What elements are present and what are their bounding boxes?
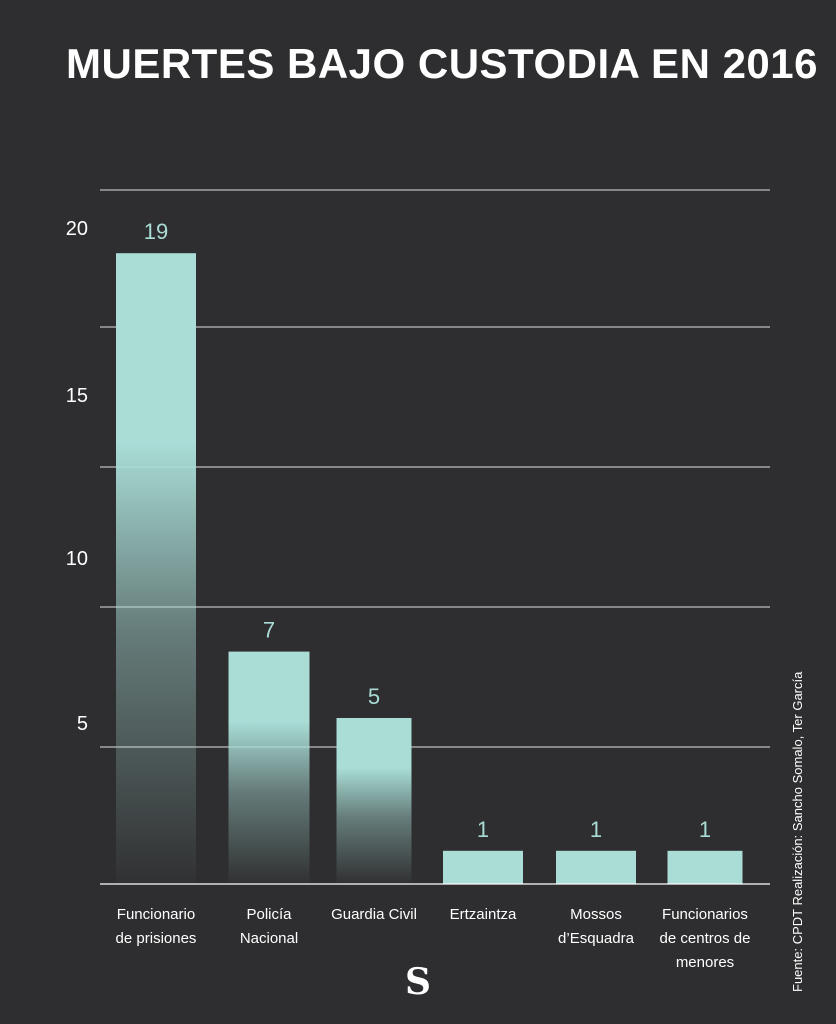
category-label: Guardia Civil xyxy=(331,906,417,923)
category-label: de prisiones xyxy=(116,930,197,947)
bars xyxy=(116,253,743,884)
category-label: Policía xyxy=(246,906,292,923)
y-tick-label: 20 xyxy=(66,218,88,240)
y-tick-label: 15 xyxy=(66,385,88,407)
value-label: 19 xyxy=(144,219,168,244)
y-tick-label: 10 xyxy=(66,548,88,570)
category-label: menores xyxy=(676,954,734,971)
bar-5 xyxy=(667,850,743,884)
category-label: de centros de xyxy=(660,930,751,947)
category-label: d’Esquadra xyxy=(558,930,635,947)
value-label: 1 xyxy=(699,817,711,842)
category-label: Nacional xyxy=(240,930,298,947)
category-label: Funcionarios xyxy=(662,906,748,923)
bar-1 xyxy=(228,651,310,884)
category-label: Funcionario xyxy=(117,906,195,923)
value-label: 1 xyxy=(477,817,489,842)
bar-4 xyxy=(556,850,636,884)
y-axis-ticks: 5 10 15 20 xyxy=(66,218,88,735)
gridlines xyxy=(100,189,770,748)
bar-3 xyxy=(443,850,523,884)
category-label: Ertzaintza xyxy=(450,906,517,923)
logo-s: S xyxy=(405,961,431,1003)
value-labels: 19 7 5 1 1 1 xyxy=(144,219,711,842)
source-credit: Fuente: CPDT Realización: Sancho Somalo,… xyxy=(790,671,805,992)
category-label: Mossos xyxy=(570,906,622,923)
value-label: 1 xyxy=(590,817,602,842)
y-tick-label: 5 xyxy=(77,713,88,735)
category-labels: Funcionario de prisiones Policía Nacional Gu… xyxy=(116,906,751,971)
bar-0 xyxy=(116,253,196,884)
chart-title: MUERTES BAJO CUSTODIA EN 2016 xyxy=(66,40,818,87)
bar-2 xyxy=(336,718,412,884)
value-label: 7 xyxy=(263,618,275,643)
value-label: 5 xyxy=(368,684,380,709)
